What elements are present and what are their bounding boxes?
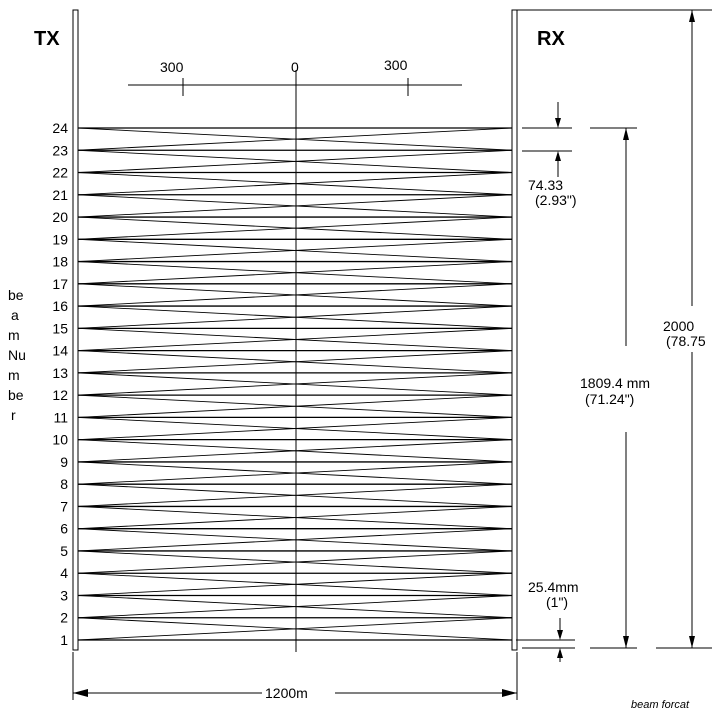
side-label-line: a	[11, 307, 19, 323]
beam-number: 22	[52, 165, 68, 181]
rx-bar	[512, 10, 517, 650]
beam-number: 5	[60, 543, 68, 559]
rx-label: RX	[537, 28, 565, 50]
beam-number: 12	[52, 387, 68, 403]
beam-number: 16	[52, 298, 68, 314]
beam-group	[78, 128, 512, 640]
protective-height-in-label: (71.24")	[585, 391, 634, 407]
side-label-line: m	[8, 367, 20, 383]
tx-label: TX	[34, 28, 60, 50]
beam-number: 13	[52, 365, 68, 381]
beam-number: 14	[52, 343, 68, 359]
beam-number: 3	[60, 587, 68, 603]
width-label: 1200m	[265, 685, 308, 701]
side-label: be a m Nu m be r	[8, 287, 26, 423]
side-label-line: be	[8, 387, 24, 403]
beam-number: 17	[52, 276, 68, 292]
beam-number: 23	[52, 142, 68, 158]
tx-bar	[73, 10, 78, 650]
side-label-line: Nu	[8, 347, 26, 363]
pitch-mm-label: 74.33	[528, 177, 563, 193]
beam-number: 24	[52, 120, 68, 136]
width-dimension: 1200m	[73, 652, 517, 701]
beam-number: 7	[60, 498, 68, 514]
total-height-dimension: 2000 (78.75	[516, 10, 712, 648]
scale-label-left: 300	[160, 59, 184, 75]
beam-number: 19	[52, 231, 68, 247]
caption: beam forcat	[631, 699, 690, 711]
side-label-line: be	[8, 287, 24, 303]
beam-number: 10	[52, 432, 68, 448]
beam-number: 15	[52, 320, 68, 336]
side-label-line: r	[11, 407, 16, 423]
scale-label-right: 300	[384, 57, 408, 73]
side-label-line: m	[8, 327, 20, 343]
protective-height-dimension: 1809.4 mm (71.24")	[580, 128, 650, 648]
beam-number: 11	[53, 409, 68, 425]
beam-number: 9	[60, 454, 68, 470]
pitch-in-label: (2.93")	[535, 192, 577, 208]
total-height-mm-label: 2000	[663, 318, 694, 334]
lens-offset-in-label: (1")	[546, 594, 568, 610]
protective-height-mm-label: 1809.4 mm	[580, 375, 650, 391]
beam-number: 2	[60, 610, 68, 626]
total-height-in-label: (78.75	[666, 333, 706, 349]
lens-offset-dimension: 25.4mm (1")	[516, 579, 579, 662]
pitch-dimension: 74.33 (2.93")	[522, 102, 577, 208]
beam-number: 21	[52, 187, 68, 203]
scale-label-center: 0	[291, 59, 299, 75]
beam-number: 1	[60, 632, 68, 648]
beam-number: 18	[52, 254, 68, 270]
beam-number: 4	[60, 565, 68, 581]
beam-number: 20	[52, 209, 68, 225]
beam-number: 6	[60, 521, 68, 537]
lens-offset-mm-label: 25.4mm	[528, 579, 579, 595]
beam-number: 8	[60, 476, 68, 492]
top-scale: 300 0 300	[128, 57, 462, 96]
